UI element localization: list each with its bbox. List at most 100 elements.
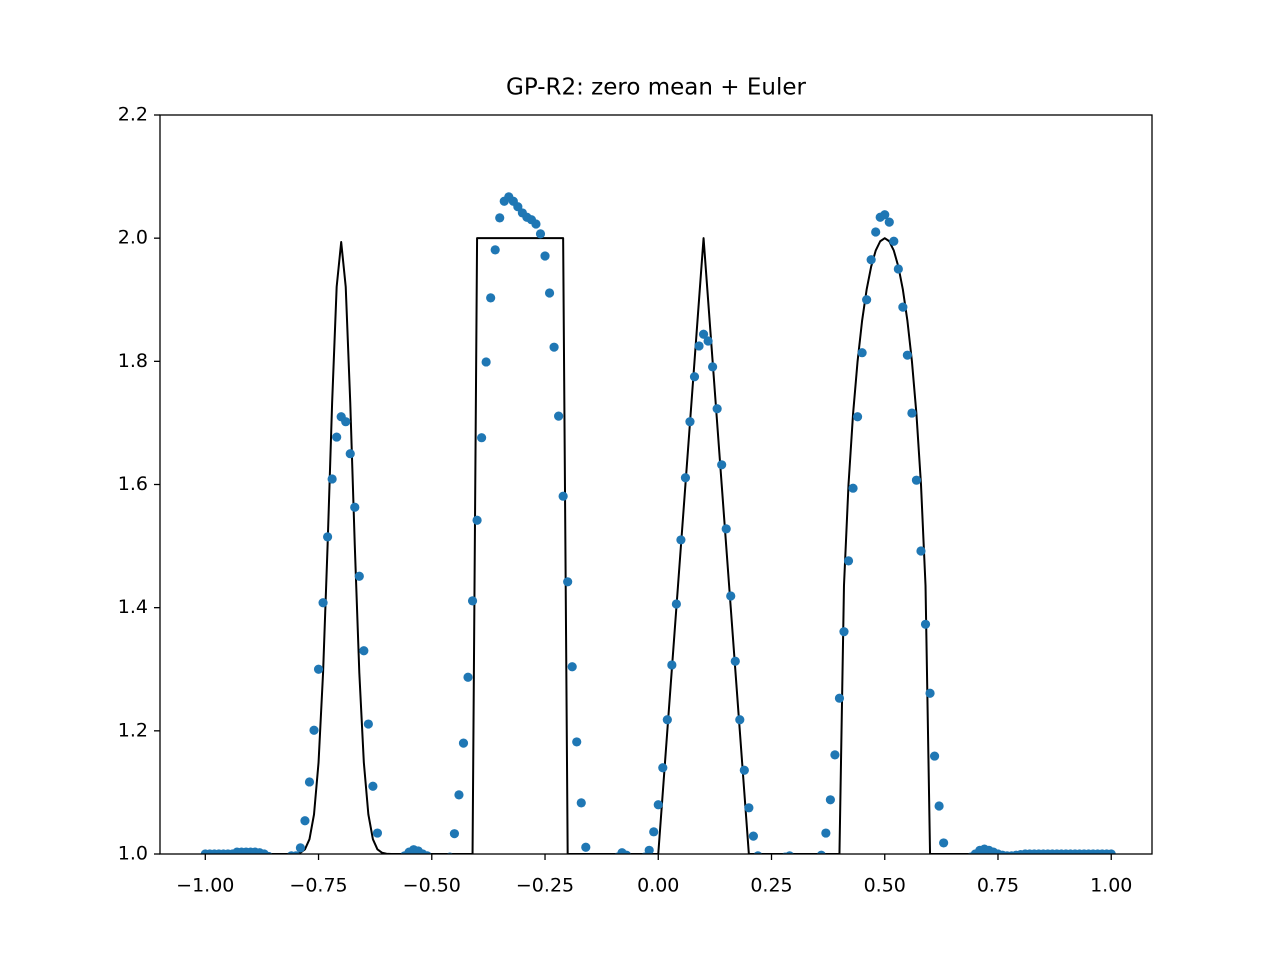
scatter-point bbox=[653, 800, 663, 810]
scatter-point bbox=[748, 831, 758, 841]
scatter-point bbox=[785, 851, 794, 854]
scatter-point bbox=[295, 843, 306, 853]
scatter-point bbox=[862, 295, 872, 305]
chart-title: GP-R2: zero mean + Euler bbox=[506, 75, 806, 101]
x-tick-label: 1.00 bbox=[1090, 875, 1132, 897]
scatter-point bbox=[304, 777, 315, 787]
scatter-point bbox=[477, 433, 487, 443]
scatter-point bbox=[359, 646, 369, 656]
scatter-point bbox=[363, 719, 373, 729]
y-tick-label: 2.0 bbox=[118, 227, 148, 249]
scatter-point bbox=[671, 599, 681, 609]
scatter-point bbox=[581, 842, 591, 852]
scatter-point bbox=[572, 737, 582, 747]
x-tick-label: −0.75 bbox=[289, 875, 347, 897]
scatter-point bbox=[739, 765, 749, 775]
scatter-point bbox=[834, 693, 845, 703]
scatter-point bbox=[685, 417, 695, 427]
scatter-point bbox=[753, 851, 763, 854]
x-tick-label: 0.75 bbox=[977, 875, 1019, 897]
scatter-point bbox=[730, 656, 740, 666]
scatter-point bbox=[825, 795, 835, 805]
scatter-point bbox=[1106, 849, 1116, 854]
scatter-point bbox=[898, 302, 908, 312]
y-tick-label: 2.2 bbox=[118, 104, 148, 126]
scatter-point bbox=[368, 781, 378, 791]
scatter-point bbox=[871, 227, 881, 237]
x-tick-label: 0.00 bbox=[637, 875, 679, 897]
scatter-point bbox=[309, 725, 319, 735]
scatter-point bbox=[472, 515, 482, 525]
scatter-point bbox=[866, 255, 876, 265]
scatter-point bbox=[703, 336, 713, 346]
scatter-point bbox=[644, 845, 654, 854]
scatter-point bbox=[680, 473, 691, 483]
scatter-point bbox=[454, 790, 464, 800]
scatter-point bbox=[481, 357, 491, 367]
y-tick-label: 1.0 bbox=[118, 843, 148, 865]
scatter-point bbox=[744, 803, 754, 813]
y-tick-label: 1.4 bbox=[118, 596, 148, 618]
scatter-point bbox=[816, 850, 826, 854]
scatter-point bbox=[667, 660, 677, 670]
scatter-point bbox=[350, 502, 360, 512]
scatter-point bbox=[902, 350, 912, 360]
scatter-point bbox=[934, 801, 944, 811]
scatter-point bbox=[830, 750, 840, 760]
x-tick-label: 0.25 bbox=[750, 875, 792, 897]
scatter-point bbox=[726, 591, 736, 601]
scatter-point bbox=[721, 524, 731, 534]
scatter-point bbox=[318, 598, 328, 608]
scatter-point bbox=[843, 556, 854, 566]
scatter-point bbox=[676, 535, 686, 545]
scatter-point bbox=[423, 851, 432, 854]
scatter-point bbox=[920, 619, 931, 629]
scatter-point bbox=[558, 491, 568, 501]
scatter-point bbox=[916, 546, 926, 556]
scatter-point bbox=[852, 412, 863, 422]
line-series bbox=[205, 237, 1112, 854]
scatter-point bbox=[848, 483, 858, 493]
scatter-point bbox=[893, 264, 903, 274]
y-tick-label: 1.2 bbox=[118, 719, 148, 741]
scatter-point bbox=[576, 798, 586, 808]
scatter-point bbox=[540, 251, 550, 261]
scatter-point bbox=[449, 829, 460, 839]
scatter-point bbox=[649, 827, 659, 837]
scatter-point bbox=[884, 217, 894, 227]
scatter-point bbox=[458, 738, 469, 748]
scatter-point bbox=[662, 715, 672, 725]
y-tick-label: 1.6 bbox=[118, 473, 148, 495]
scatter-point bbox=[821, 828, 831, 838]
y-tick-label: 1.8 bbox=[118, 350, 148, 372]
x-tick-label: −0.50 bbox=[403, 875, 461, 897]
scatter-point bbox=[939, 838, 949, 848]
x-tick-label: −0.25 bbox=[516, 875, 574, 897]
scatter-point bbox=[341, 417, 351, 427]
scatter-point bbox=[857, 348, 867, 358]
scatter-point bbox=[708, 362, 718, 372]
scatter-point bbox=[563, 577, 573, 587]
scatter-point bbox=[463, 672, 473, 682]
scatter-point bbox=[839, 627, 849, 637]
scatter-point bbox=[300, 816, 310, 826]
scatter-point bbox=[354, 571, 364, 581]
x-tick-label: 0.50 bbox=[864, 875, 906, 897]
scatter-point bbox=[712, 404, 722, 414]
scatter-point bbox=[467, 596, 478, 606]
scatter-point bbox=[531, 219, 541, 229]
scatter-point bbox=[694, 341, 704, 351]
scatter-point bbox=[911, 475, 922, 485]
scatter-point bbox=[313, 664, 324, 674]
scatter-point bbox=[925, 688, 935, 698]
scatter-point bbox=[889, 236, 899, 246]
plot-area bbox=[200, 192, 1116, 854]
scatter-point bbox=[544, 288, 555, 298]
scatter-point bbox=[486, 293, 496, 303]
scatter-point bbox=[698, 329, 709, 339]
scatter-point bbox=[929, 751, 940, 761]
scatter-point bbox=[291, 851, 301, 854]
scatter-point bbox=[567, 662, 577, 672]
